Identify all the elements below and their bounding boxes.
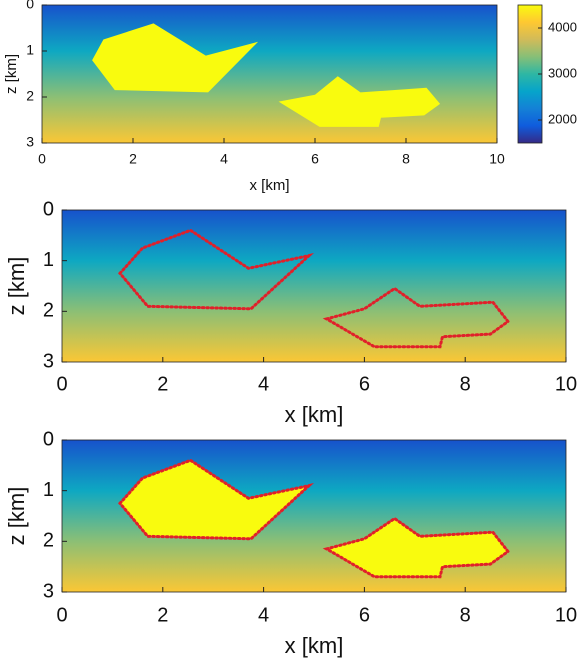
y-tick-label: 2: [43, 530, 54, 552]
anomaly-body: [118, 228, 315, 311]
y-tick-label: 0: [43, 198, 54, 220]
x-tick-label: 0: [56, 373, 67, 395]
x-tick-label: 10: [555, 604, 577, 626]
anomaly-body: [118, 458, 315, 541]
x-tick-label: 4: [258, 604, 269, 626]
y-axis-label: z [km]: [4, 487, 29, 546]
x-tick-label: 6: [311, 151, 319, 167]
x-tick-label: 8: [460, 604, 471, 626]
y-tick-label: 0: [43, 428, 54, 450]
plot-frame: [61, 209, 567, 363]
y-tick-label: 2: [43, 300, 54, 322]
anomaly-body: [322, 516, 511, 579]
x-tick-label: 0: [56, 604, 67, 626]
y-tick-label: 3: [43, 350, 54, 372]
x-tick-label: 4: [220, 151, 228, 167]
x-tick-label: 10: [489, 151, 505, 167]
colorbar-tick-label: 4000: [548, 19, 577, 34]
background-field: [62, 210, 566, 362]
x-tick-label: 6: [359, 604, 370, 626]
x-tick-label: 6: [359, 373, 370, 395]
y-tick-label: 0: [26, 0, 34, 12]
y-tick-label: 2: [26, 88, 34, 104]
colorbar-tick-label: 2000: [548, 111, 577, 126]
x-axis-label: x [km]: [285, 402, 344, 427]
y-tick-label: 1: [43, 249, 54, 271]
plot-frame: [41, 4, 498, 144]
x-tick-label: 0: [38, 151, 46, 167]
colorbar-tick-label: 3000: [548, 65, 577, 80]
y-tick-label: 3: [43, 580, 54, 602]
x-tick-label: 2: [157, 373, 168, 395]
plot-frame: [61, 439, 567, 593]
x-tick-label: 8: [460, 373, 471, 395]
y-tick-label: 1: [26, 42, 34, 58]
x-axis-label: x [km]: [250, 177, 290, 194]
x-tick-label: 8: [402, 151, 410, 167]
y-axis-label: z [km]: [3, 54, 20, 94]
x-tick-label: 10: [555, 373, 577, 395]
anomaly-body: [92, 23, 259, 93]
x-tick-label: 2: [157, 604, 168, 626]
anomaly-body: [278, 76, 441, 127]
x-tick-label: 4: [258, 373, 269, 395]
x-tick-label: 2: [129, 151, 137, 167]
y-axis-label: z [km]: [4, 257, 29, 316]
y-tick-label: 3: [26, 134, 34, 150]
y-tick-label: 1: [43, 479, 54, 501]
anomaly-body: [322, 286, 511, 349]
x-axis-label: x [km]: [285, 633, 344, 658]
